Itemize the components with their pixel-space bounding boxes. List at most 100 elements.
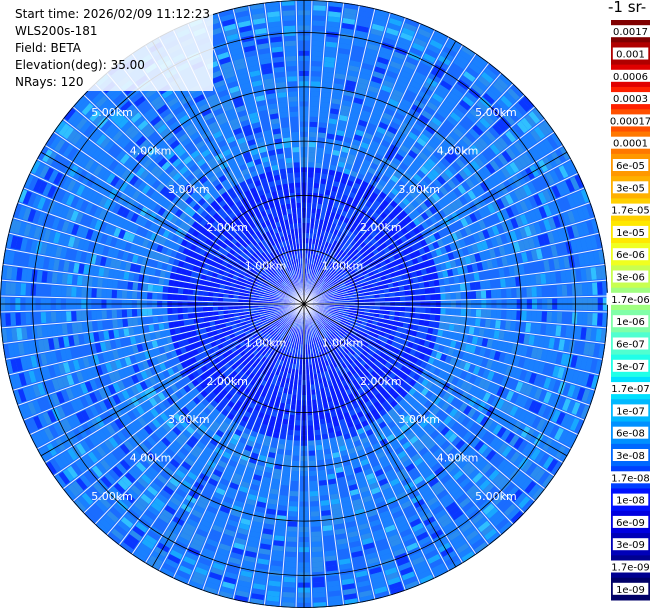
gate-cell — [289, 501, 298, 507]
gate-cell — [582, 283, 588, 295]
gate-cell — [424, 321, 430, 327]
gate-cell — [319, 189, 325, 195]
gate-cell — [450, 316, 456, 323]
gate-cell — [526, 287, 532, 297]
gate-cell — [567, 312, 573, 323]
gate-cell — [419, 320, 425, 326]
gate-cell — [456, 293, 461, 300]
gate-cell — [318, 470, 326, 476]
gate-cell — [440, 294, 445, 300]
gate-cell — [281, 429, 287, 435]
gate-cell — [460, 284, 466, 291]
gate-cell — [323, 525, 333, 531]
gate-cell — [323, 444, 330, 450]
gate-cell — [322, 168, 328, 174]
gate-cell — [311, 511, 320, 517]
gate-cell — [310, 374, 314, 379]
gate-cell — [530, 323, 536, 333]
gate-cell — [375, 306, 380, 309]
gate-cell — [308, 440, 314, 445]
gate-cell — [445, 286, 451, 293]
gate-cell — [400, 307, 405, 311]
gate-cell — [313, 597, 326, 603]
gate-cell — [430, 294, 435, 300]
gate-cell — [314, 420, 319, 426]
gate-cell — [316, 450, 323, 456]
gate-cell — [530, 275, 536, 285]
gate-cell — [540, 324, 546, 335]
gate-cell — [310, 96, 319, 102]
gate-cell — [424, 282, 430, 288]
gate-cell — [444, 323, 450, 330]
gate-cell — [310, 117, 318, 122]
gate-cell — [312, 56, 323, 62]
gate-cell — [309, 456, 316, 461]
gate-cell — [510, 321, 516, 330]
gate-cell — [313, 10, 325, 16]
gate-cell — [317, 455, 324, 461]
gate-cell — [282, 597, 295, 603]
gate-cell — [486, 290, 491, 298]
gate-cell — [311, 91, 320, 97]
gate-cell — [311, 531, 321, 537]
gate-cell — [557, 285, 563, 296]
gate-cell — [324, 153, 331, 159]
gate-cell — [291, 476, 299, 481]
gate-cell — [280, 434, 286, 440]
gate-cell — [292, 461, 299, 466]
gate-cell — [310, 101, 319, 107]
gate-cell — [321, 102, 330, 108]
gate-cell — [323, 439, 330, 445]
gate-cell — [380, 306, 385, 310]
gate-cell — [312, 405, 317, 411]
gate-cell — [310, 491, 318, 496]
gate-cell — [313, 582, 325, 588]
gate-cell — [415, 289, 421, 294]
gate-cell — [475, 318, 481, 326]
gate-cell — [430, 287, 436, 293]
gate-cell — [309, 152, 316, 157]
gate-cell — [511, 311, 517, 320]
gate-cell — [389, 293, 394, 297]
gate-cell — [311, 71, 321, 77]
gate-cell — [307, 198, 312, 203]
gate-cell — [307, 213, 311, 218]
gate-cell — [308, 182, 313, 187]
gate-cell — [311, 521, 320, 527]
gate-cell — [306, 375, 309, 380]
gate-cell — [321, 424, 327, 430]
gate-cell — [293, 445, 299, 450]
gate-cell — [321, 92, 330, 98]
gate-cell — [404, 285, 410, 290]
gate-cell — [324, 449, 331, 455]
gate-cell — [481, 291, 486, 299]
gate-cell — [374, 294, 379, 298]
gate-cell — [420, 308, 425, 313]
gate-cell — [405, 307, 410, 312]
gate-cell — [385, 307, 390, 311]
gate-cell — [278, 444, 285, 450]
gate-cell — [315, 440, 321, 446]
gate-cell — [459, 275, 465, 282]
gate-cell — [287, 526, 297, 532]
gate-cell — [306, 223, 310, 228]
gate-cell — [313, 592, 325, 598]
gate-cell — [309, 127, 317, 132]
gate-cell — [405, 291, 411, 296]
gate-cell — [582, 313, 588, 325]
gate-cell — [316, 153, 323, 159]
gate-cell — [312, 557, 323, 563]
gate-cell — [439, 279, 445, 286]
gate-cell — [313, 15, 325, 21]
gate-cell — [380, 298, 385, 302]
gate-cell — [312, 552, 323, 558]
gate-cell — [395, 297, 400, 301]
gate-cell — [312, 394, 316, 399]
gate-cell — [541, 286, 547, 296]
gate-cell — [315, 163, 321, 169]
gate-cell — [307, 395, 311, 400]
gate-cell — [313, 415, 318, 421]
gate-cell — [311, 526, 321, 532]
gate-cell — [323, 72, 333, 78]
gate-cell — [294, 430, 300, 435]
